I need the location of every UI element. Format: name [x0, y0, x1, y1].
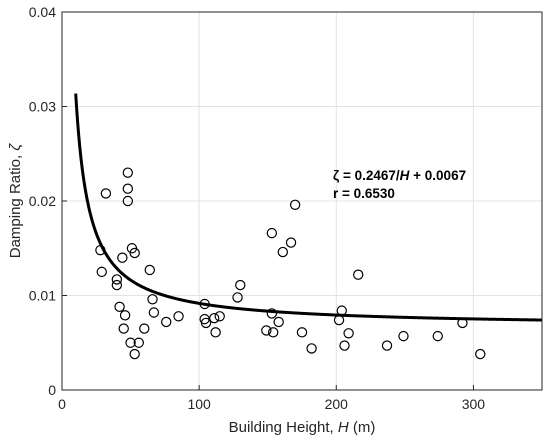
y-axis-label: Damping Ratio, ζ	[7, 143, 24, 259]
data-point	[139, 323, 150, 334]
data-point	[129, 247, 140, 259]
data-point	[147, 294, 158, 305]
data-point	[381, 340, 393, 351]
data-point	[235, 279, 246, 291]
data-point	[129, 348, 140, 360]
data-point	[306, 343, 317, 354]
data-point	[209, 312, 220, 324]
x-tick-label: 200	[325, 396, 349, 412]
data-point	[118, 323, 129, 334]
data-point	[339, 340, 350, 351]
data-point	[353, 269, 364, 280]
y-tick-label: 0.01	[29, 288, 56, 304]
fit-equation: ζ = 0.2467/H + 0.0067	[333, 168, 466, 183]
x-axis-label: Building Height, H (m)	[229, 419, 376, 436]
data-point	[114, 301, 125, 313]
data-point	[122, 183, 134, 194]
data-point	[111, 274, 123, 285]
data-point	[232, 292, 243, 303]
data-point	[432, 330, 443, 342]
data-point	[144, 264, 155, 276]
data-point	[398, 330, 409, 342]
data-point	[111, 279, 123, 291]
data-point	[173, 311, 184, 322]
data-point	[266, 308, 278, 319]
data-point	[133, 337, 144, 348]
data-point	[343, 328, 354, 339]
correlation-label: r = 0.6530	[333, 186, 395, 201]
data-point	[266, 227, 278, 239]
data-point	[475, 348, 486, 360]
data-point	[285, 237, 297, 248]
data-point	[100, 188, 112, 199]
data-point	[125, 337, 136, 348]
data-point	[200, 317, 212, 329]
data-point	[96, 266, 107, 278]
y-tick-label: 0.03	[29, 99, 56, 115]
y-tick-label: 0.02	[29, 193, 56, 209]
data-point	[122, 167, 134, 178]
data-point	[122, 195, 134, 207]
y-tick-label: 0.04	[29, 4, 56, 20]
data-point	[117, 252, 128, 263]
data-point	[277, 246, 288, 258]
x-tick-label: 300	[462, 396, 486, 412]
data-point	[214, 311, 225, 322]
data-point	[289, 199, 301, 210]
x-tick-label: 0	[58, 396, 66, 412]
data-point	[161, 316, 172, 328]
y-tick-label: 0	[48, 382, 56, 398]
data-point	[210, 327, 221, 338]
fit-curve	[74, 93, 543, 322]
x-tick-label: 100	[187, 396, 211, 412]
data-point	[119, 310, 131, 321]
data-point	[296, 327, 308, 338]
plot-frame	[61, 11, 543, 391]
data-point	[148, 307, 160, 318]
data-point	[273, 316, 284, 328]
data-point	[268, 327, 279, 338]
data-point	[261, 325, 272, 336]
data-points	[95, 167, 486, 360]
